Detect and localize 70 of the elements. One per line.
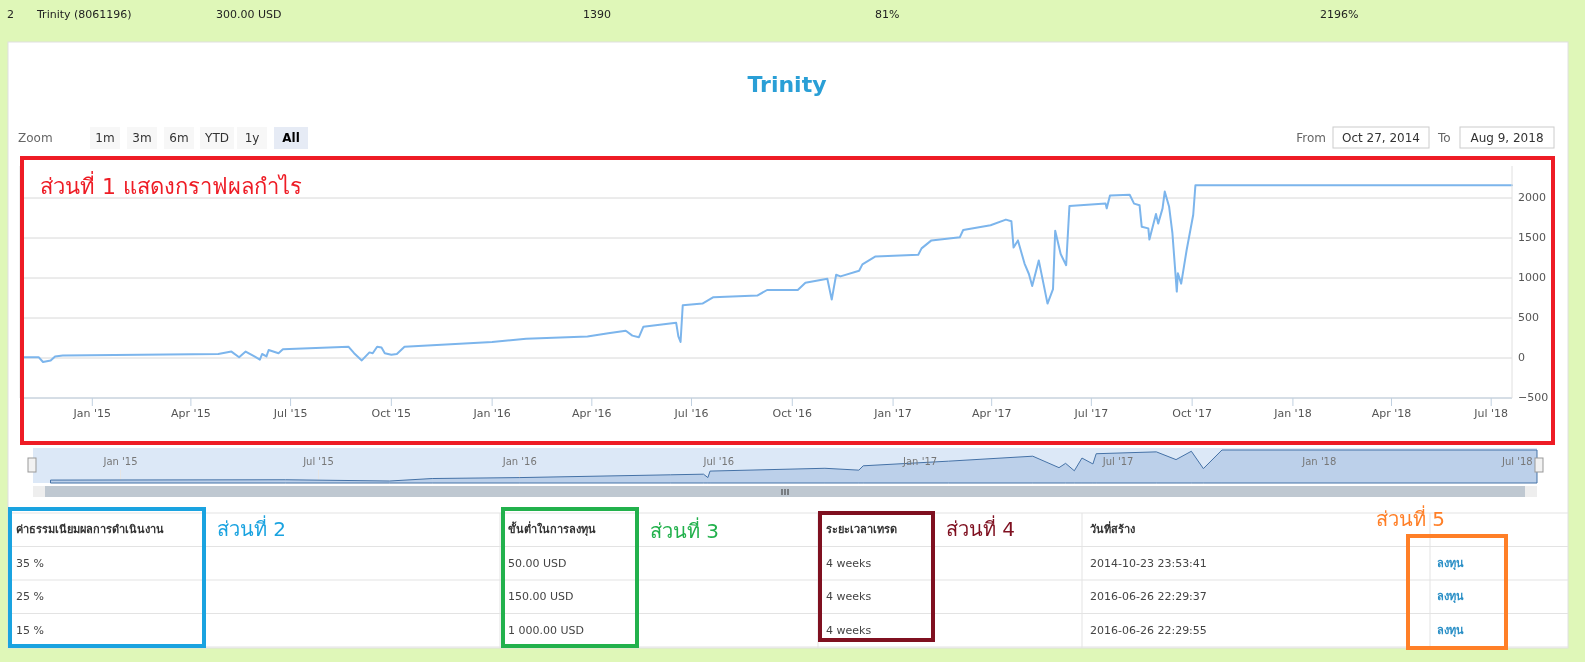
x-tick-label: Oct '16 [772,407,813,420]
text: All [282,130,300,145]
text: Zoom [18,130,53,145]
x-tick-label: Jul '16 [673,407,709,420]
text: 1390 [583,8,611,21]
text: YTD [204,130,229,145]
y-tick-label: 0 [1518,351,1525,364]
x-tick-label: Jan '17 [873,407,912,420]
x-tick-label: Jul '17 [1101,456,1134,467]
x-tick-label: Oct '17 [1172,407,1212,420]
x-tick-label: Jul '15 [272,407,308,420]
x-tick-label: Apr '16 [572,407,612,420]
text: 300.00 USD [216,8,282,21]
text: To [1437,130,1451,145]
text: ส่วนที่ 5 [1376,504,1446,531]
text: 2016-06-26 22:29:37 [1090,590,1207,603]
text: 6m [169,130,189,145]
text: 50.00 USD [508,556,567,570]
text: 4 weeks [826,556,872,570]
text: Aug 9, 2018 [1470,130,1544,145]
text: 3m [132,130,152,145]
text: ลงทุน [1437,623,1464,638]
category-label: ค่าธรรมเนียมผลการดำเนินงาน [16,523,164,536]
x-tick-label: Jan '16 [501,456,537,467]
chart-title: Trinity [747,72,827,97]
text: 25 % [16,590,44,603]
x-tick-label: Apr '18 [1371,407,1412,420]
y-tick-label: 500 [1518,311,1539,324]
text: 2 [7,8,14,21]
text: Oct 27, 2014 [1342,130,1420,145]
category-label: ขั้นต่ำในการลงทุน [508,521,596,537]
x-tick-label: Jul '18 [1473,407,1509,420]
text: 1 000.00 USD [508,623,584,637]
x-tick-label: Jan '18 [1301,456,1337,467]
x-tick-label: Jan '15 [102,456,138,467]
x-tick-label: Jul '16 [702,456,735,467]
annotation: ส่วนที่ 1 แสดงกราฟผลกำไร [40,171,302,199]
x-tick-label: Jan '15 [72,407,112,420]
text: 150.00 USD [508,590,574,603]
y-tick-label: −500 [1518,391,1549,404]
text: ส่วนที่ 2 [217,514,287,541]
text: 35 % [16,556,44,570]
text: 4 weeks [826,590,872,603]
text: 1m [95,130,115,145]
text: ลงทุน [1437,556,1464,571]
x-tick-label: Jan '16 [472,407,511,420]
text: 2014-10-23 23:53:41 [1090,556,1207,570]
y-tick-label: 1000 [1518,271,1546,284]
x-tick-label: Oct '15 [371,407,412,420]
text: ส่วนที่ 3 [650,516,720,543]
text: Trinity (8061196) [36,8,132,21]
x-tick-label: Apr '15 [171,407,211,420]
text: ลงทุน [1437,590,1464,604]
category-label: ระยะเวลาเทรด [826,523,897,536]
text: ส่วนที่ 4 [946,514,1016,541]
text: 15 % [16,623,44,637]
x-tick-label: Jul '17 [1073,407,1109,420]
x-tick-label: Apr '17 [971,407,1012,420]
x-tick-label: Jul '18 [1500,456,1533,467]
text: 1y [244,130,260,145]
category-label: วันที่สร้าง [1090,521,1135,536]
x-tick-label: Jul '15 [302,456,334,467]
text: 81% [875,8,900,21]
x-tick-label: Jan '18 [1273,407,1312,420]
y-tick-label: 1500 [1518,231,1546,244]
text: 2016-06-26 22:29:55 [1090,623,1207,637]
y-tick-label: 2000 [1518,191,1546,204]
text: 2196% [1320,8,1359,21]
text: 4 weeks [826,623,872,637]
text: From [1296,130,1326,145]
